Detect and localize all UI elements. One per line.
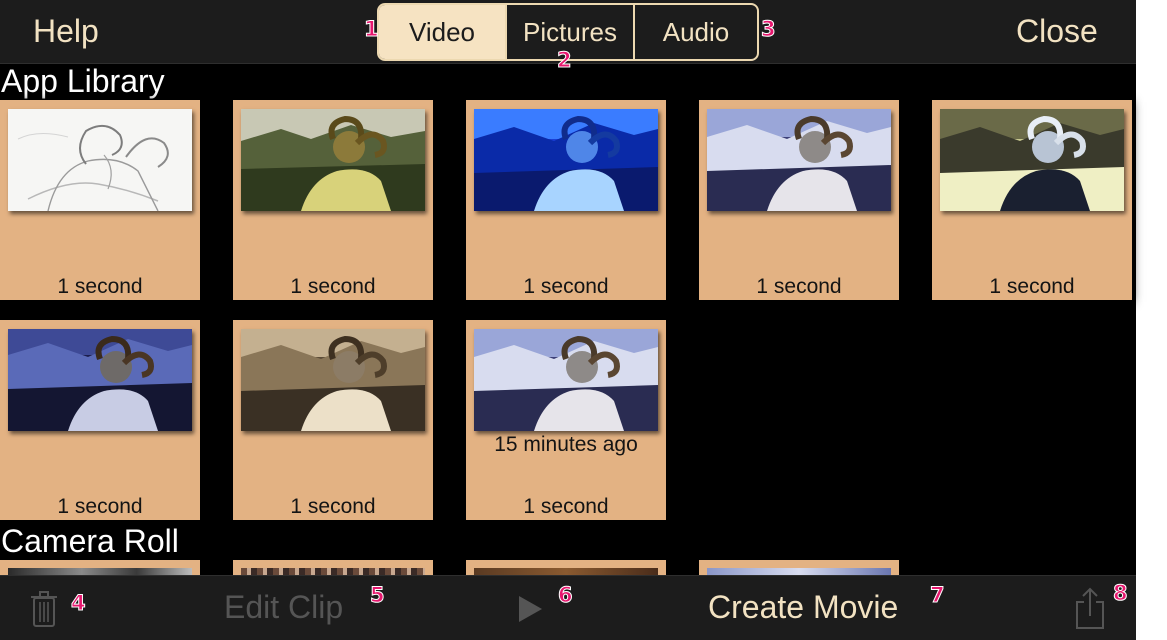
clip-tile[interactable]: 1 second <box>932 100 1132 300</box>
media-type-segmented-control: Video Pictures Audio <box>377 3 759 61</box>
clip-duration: 1 second <box>57 275 143 298</box>
natural-ram-thumbnail <box>707 109 891 211</box>
callout-badge: 3 <box>761 17 777 41</box>
right-edge-margin <box>1136 0 1167 640</box>
clip-tile[interactable]: 1 second <box>699 100 899 300</box>
close-button[interactable]: Close <box>1016 13 1098 49</box>
callout-badge: 8 <box>1113 581 1129 605</box>
clip-duration: 1 second <box>290 275 376 298</box>
clip-duration: 1 second <box>756 275 842 298</box>
play-icon[interactable] <box>516 594 544 624</box>
trash-icon[interactable] <box>30 590 58 628</box>
tab-video[interactable]: Video <box>379 5 505 59</box>
share-icon[interactable] <box>1074 586 1106 630</box>
inverted-ram-thumbnail <box>940 109 1124 211</box>
edit-clip-button[interactable]: Edit Clip <box>224 589 344 625</box>
olive-ram-thumbnail <box>241 109 425 211</box>
top-navigation-bar: Help Video Pictures Audio Close <box>0 0 1136 64</box>
tab-audio[interactable]: Audio <box>633 5 757 59</box>
tab-pictures[interactable]: Pictures <box>505 5 633 59</box>
clip-duration: 1 second <box>290 495 376 518</box>
callout-badge: 4 <box>71 591 87 615</box>
bottom-toolbar: Edit Clip Create Movie <box>0 575 1136 640</box>
natural-ram-thumbnail <box>474 329 658 431</box>
sepia-ram-thumbnail <box>241 329 425 431</box>
callout-badge: 6 <box>558 583 574 607</box>
blue-ram-thumbnail <box>474 109 658 211</box>
create-movie-button[interactable]: Create Movie <box>708 589 899 625</box>
clip-duration: 1 second <box>523 495 609 518</box>
clip-tile[interactable]: 1 second <box>233 320 433 520</box>
app-library-heading: App Library <box>1 63 165 99</box>
clip-tile[interactable]: 15 minutes ago 1 second <box>466 320 666 520</box>
clip-date: 15 minutes ago <box>494 433 638 456</box>
clip-tile[interactable]: 1 second <box>466 100 666 300</box>
callout-badge: 5 <box>370 583 386 607</box>
sketch-ram-thumbnail <box>8 109 192 211</box>
clip-duration: 1 second <box>57 495 143 518</box>
help-button[interactable]: Help <box>33 13 99 49</box>
clip-tile[interactable]: 1 second <box>233 100 433 300</box>
clip-duration: 1 second <box>523 275 609 298</box>
clip-duration: 1 second <box>989 275 1075 298</box>
callout-badge: 1 <box>364 17 380 41</box>
clip-tile[interactable]: 1 second <box>0 320 200 520</box>
callout-badge: 7 <box>930 583 946 607</box>
camera-roll-heading: Camera Roll <box>1 523 179 559</box>
clip-tile[interactable]: 1 second <box>0 100 200 300</box>
callout-badge: 2 <box>557 48 573 72</box>
dark-ram-thumbnail <box>8 329 192 431</box>
